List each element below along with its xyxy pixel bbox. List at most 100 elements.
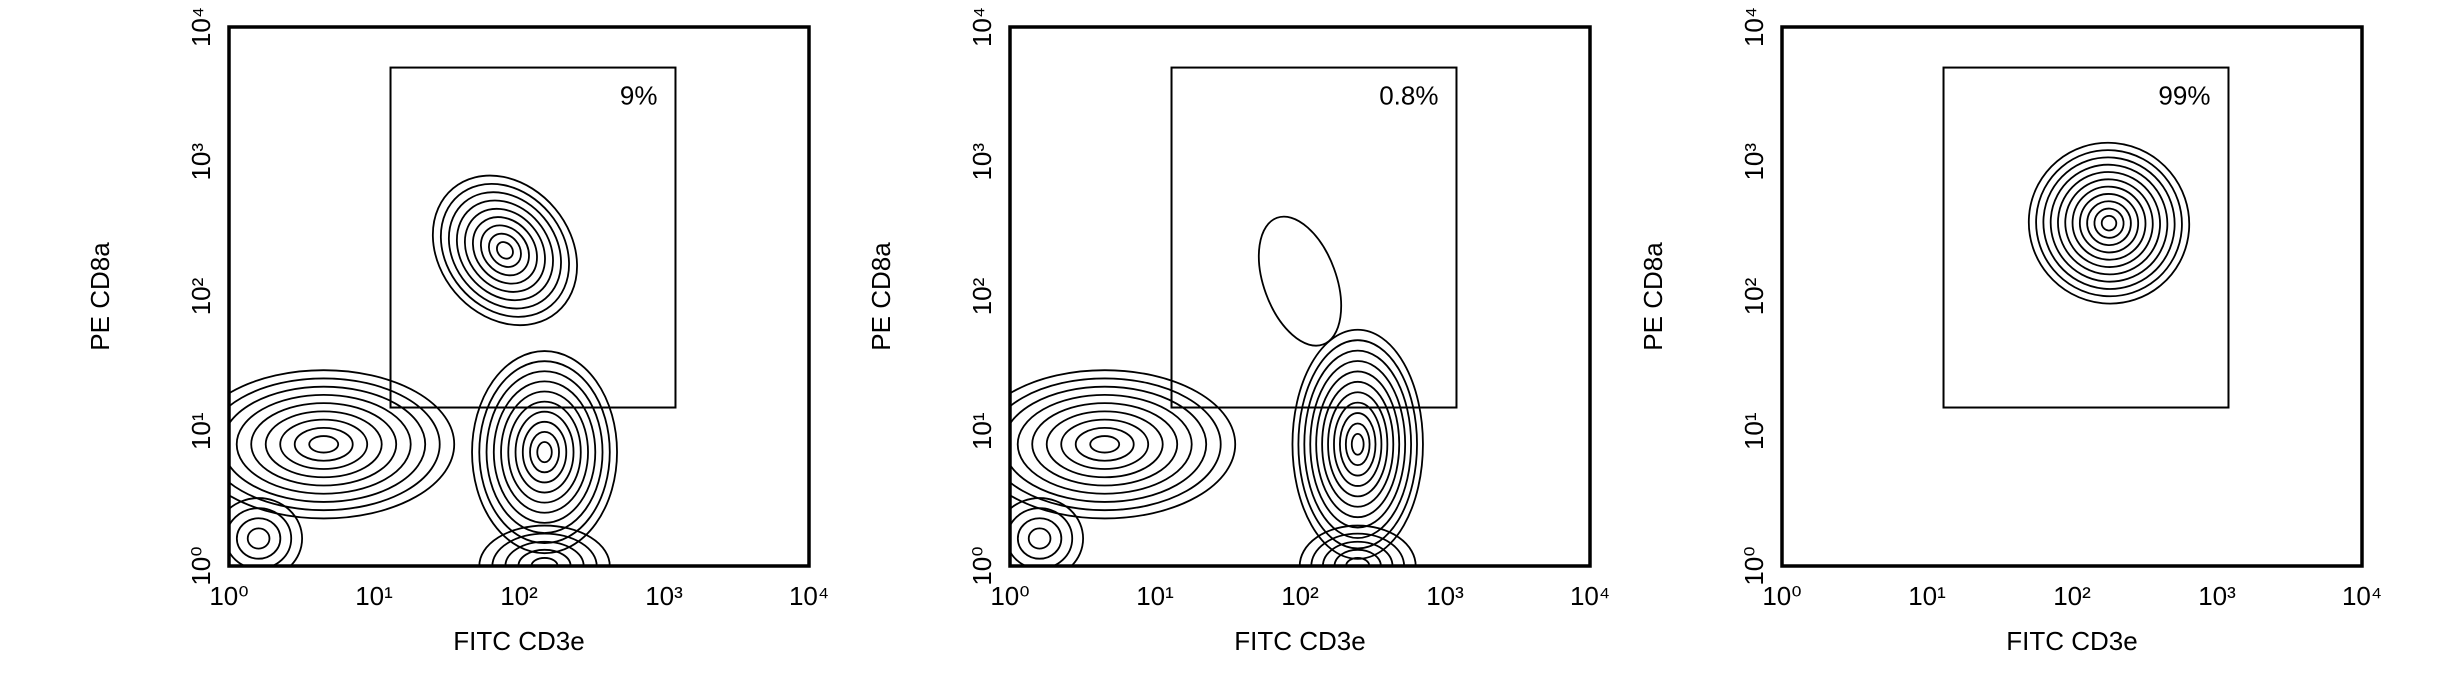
y-tick-label: 10¹ <box>1739 412 1769 450</box>
contour-line <box>2049 163 2169 283</box>
x-axis-label: FITC CD3e <box>2006 626 2137 656</box>
x-tick-label: 10² <box>2053 581 2091 611</box>
x-tick-label: 10⁰ <box>1762 581 1801 611</box>
contours <box>2027 141 2191 305</box>
x-tick-label: 10³ <box>645 581 683 611</box>
gate-percent: 9% <box>620 80 658 110</box>
y-tick-label: 10² <box>1739 277 1769 315</box>
y-tick-label: 10² <box>967 277 997 315</box>
contour-line <box>1010 369 1237 520</box>
panel: 99% 10⁰ 10¹ 10² 10³ 10⁴ 10⁰ 10¹ 10² 10³ 10⁴ FITC CD… <box>1638 7 2382 656</box>
contour-line <box>2057 171 2161 276</box>
x-axis-label: FITC CD3e <box>1234 626 1365 656</box>
contour-line <box>1321 380 1395 508</box>
plot-frame <box>1780 25 2364 568</box>
contour-line <box>1045 410 1164 479</box>
contour-line <box>1333 548 1382 566</box>
contour-line <box>279 418 369 470</box>
y-tick-label: 10⁰ <box>1739 546 1769 585</box>
x-tick-label: 10⁴ <box>789 581 829 611</box>
plot-frame <box>227 25 811 568</box>
contour-line <box>1344 422 1371 467</box>
y-tick-label: 10⁴ <box>967 7 997 47</box>
panel: 9% 10⁰ 10¹ 10² 10³ 10⁴ 10⁰ 10¹ 10² 10³ 10⁴ FITC CD3… <box>85 7 829 656</box>
contour-line <box>1327 391 1389 498</box>
contour-line <box>1060 418 1150 470</box>
contour-line <box>229 369 456 520</box>
y-tick-label: 10⁰ <box>186 546 216 585</box>
y-tick-label: 10³ <box>967 143 997 181</box>
x-tick-label: 10¹ <box>1908 581 1946 611</box>
y-axis-label: PE CD8a <box>866 242 896 351</box>
contour-line <box>1315 370 1401 519</box>
y-axis-label: PE CD8a <box>85 242 115 351</box>
contour-line <box>496 241 514 260</box>
contour-line <box>1298 524 1417 566</box>
contour-line <box>264 410 383 479</box>
contour-line <box>1350 432 1365 456</box>
contour-line <box>521 420 568 484</box>
y-tick-label: 10⁰ <box>967 546 997 585</box>
contour-line <box>1027 527 1052 550</box>
contour-line <box>235 394 412 495</box>
contour-line <box>2035 149 2183 298</box>
x-tick-label: 10⁰ <box>990 581 1029 611</box>
contour-line <box>455 199 554 302</box>
x-tick-label: 10⁴ <box>1570 581 1610 611</box>
contour-line <box>2027 141 2191 305</box>
contour-line <box>246 527 271 550</box>
y-tick-label: 10³ <box>1739 143 1769 181</box>
contour-line <box>1291 328 1424 560</box>
contour-line <box>517 548 572 566</box>
y-tick-label: 10⁴ <box>186 7 216 47</box>
contour-line <box>478 524 611 566</box>
contour-line <box>250 402 398 487</box>
contour-line <box>507 400 582 504</box>
contour-line <box>514 410 575 494</box>
gate-percent: 0.8% <box>1379 80 1438 110</box>
y-tick-label: 10¹ <box>186 412 216 450</box>
gate <box>1170 66 1458 409</box>
contour-line <box>1010 507 1074 566</box>
contour-line <box>439 182 570 318</box>
contour-line <box>229 497 303 566</box>
contour-line <box>2093 207 2125 239</box>
gate <box>389 66 677 409</box>
x-tick-label: 10⁰ <box>209 581 248 611</box>
contour-line <box>1016 394 1193 495</box>
y-tick-label: 10³ <box>186 143 216 181</box>
x-tick-label: 10¹ <box>1136 581 1174 611</box>
contour-line <box>485 370 604 534</box>
contour-line <box>2042 156 2176 290</box>
contour-line <box>1016 517 1063 560</box>
contour-line <box>1010 497 1084 566</box>
x-tick-label: 10⁴ <box>2342 581 2382 611</box>
contour-line <box>472 216 538 285</box>
contour-line <box>488 232 522 268</box>
contour-line <box>229 385 427 503</box>
x-tick-label: 10³ <box>2198 581 2236 611</box>
y-tick-label: 10² <box>186 277 216 315</box>
contour-line <box>1333 401 1383 487</box>
gate-percent: 99% <box>2158 80 2210 110</box>
contour-line <box>2071 185 2147 261</box>
contour-line <box>1339 412 1377 477</box>
contour-line <box>1031 402 1179 487</box>
contour-line <box>463 207 546 293</box>
x-tick-label: 10² <box>500 581 538 611</box>
x-tick-label: 10¹ <box>355 581 393 611</box>
contour-line <box>1010 385 1208 503</box>
plot-frame <box>1008 25 1592 568</box>
contour-line <box>500 390 589 514</box>
contours <box>229 174 618 566</box>
contours <box>1010 215 1424 566</box>
contour-line <box>293 426 354 462</box>
contour-line <box>2086 200 2132 247</box>
contour-line <box>2064 178 2154 268</box>
y-tick-label: 10⁴ <box>1739 7 1769 47</box>
x-tick-label: 10³ <box>1426 581 1464 611</box>
contour-line <box>1297 339 1418 550</box>
panel: 0.8% 10⁰ 10¹ 10² 10³ 10⁴ 10⁰ 10¹ 10² 10³ 10⁴ FITC C… <box>866 7 1610 656</box>
contour-line <box>480 224 530 277</box>
